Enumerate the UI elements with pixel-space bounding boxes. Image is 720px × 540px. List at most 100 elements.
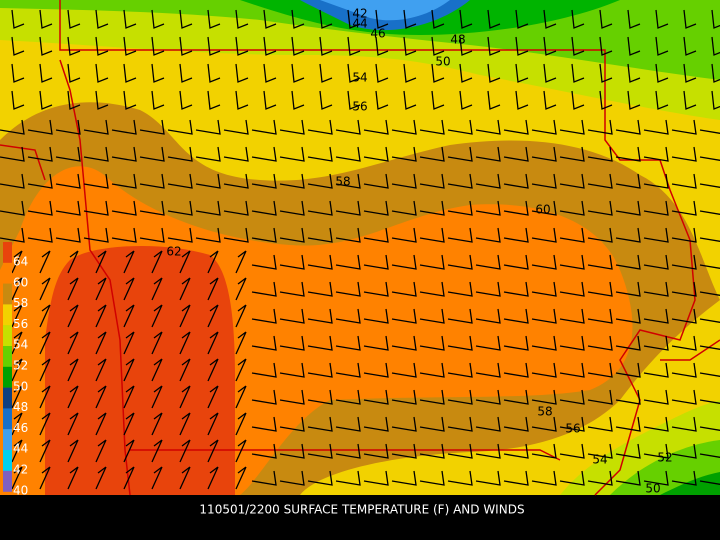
contour-label: 58 bbox=[335, 175, 350, 189]
wind-barb bbox=[151, 304, 163, 328]
wind-barb bbox=[167, 227, 193, 243]
wind-barb bbox=[615, 443, 641, 459]
wind-barb bbox=[335, 254, 361, 270]
wind-barb bbox=[531, 281, 557, 297]
wind-barb bbox=[363, 416, 389, 432]
wind-barb bbox=[223, 200, 249, 216]
contour-label: 52 bbox=[657, 451, 672, 465]
wind-barb bbox=[503, 119, 529, 135]
wind-barb bbox=[139, 119, 165, 135]
wind-barb bbox=[447, 362, 473, 378]
wind-barb bbox=[503, 146, 529, 162]
wind-barb bbox=[515, 90, 529, 110]
wind-barb bbox=[319, 90, 333, 110]
wind-barb bbox=[27, 146, 53, 162]
wind-barb bbox=[699, 237, 720, 242]
wind-barb bbox=[179, 412, 191, 436]
wind-barb bbox=[515, 63, 529, 83]
contour-label: 50 bbox=[645, 482, 660, 496]
wind-barb bbox=[251, 146, 277, 162]
wind-barb bbox=[207, 385, 219, 409]
wind-barb bbox=[643, 173, 669, 189]
wind-barb bbox=[543, 90, 557, 110]
wind-barb bbox=[95, 90, 109, 110]
wind-barb bbox=[475, 308, 501, 324]
wind-barb bbox=[291, 63, 305, 83]
wind-barb bbox=[699, 156, 720, 161]
contour-label: 62 bbox=[166, 245, 181, 259]
wind-barb bbox=[235, 63, 249, 83]
wind-barb bbox=[543, 36, 557, 56]
wind-barb bbox=[599, 9, 613, 29]
wind-barb bbox=[195, 227, 221, 243]
wind-barb bbox=[671, 335, 697, 351]
wind-barb bbox=[627, 9, 641, 29]
wind-barb bbox=[391, 416, 417, 432]
wind-barb bbox=[235, 358, 247, 382]
colorbar-label: 44 bbox=[13, 442, 28, 456]
wind-barb bbox=[559, 281, 585, 297]
wind-barb bbox=[95, 466, 107, 490]
wind-barb bbox=[279, 416, 305, 432]
wind-barb bbox=[643, 119, 669, 135]
colorbar-swatch bbox=[3, 450, 12, 471]
wind-barb bbox=[123, 277, 135, 301]
wind-barb bbox=[627, 36, 641, 56]
wind-barb bbox=[67, 331, 79, 355]
wind-barb bbox=[559, 146, 585, 162]
wind-barb bbox=[419, 389, 445, 405]
colorbar-label: 64 bbox=[13, 255, 28, 269]
wind-barb bbox=[475, 254, 501, 270]
wind-barb bbox=[447, 281, 473, 297]
wind-barb bbox=[531, 173, 557, 189]
contour-label: 56 bbox=[565, 422, 580, 436]
wind-barb bbox=[531, 308, 557, 324]
wind-barb bbox=[235, 90, 249, 110]
wind-barb bbox=[587, 281, 613, 297]
wind-barb bbox=[543, 63, 557, 83]
wind-barb bbox=[683, 9, 697, 29]
wind-barb bbox=[587, 470, 613, 486]
wind-barb bbox=[39, 304, 51, 328]
wind-barb bbox=[151, 63, 165, 83]
colorbar-label: 42 bbox=[13, 463, 28, 477]
wind-barb bbox=[531, 335, 557, 351]
wind-barb bbox=[123, 36, 137, 56]
wind-barb bbox=[235, 466, 247, 490]
wind-barb bbox=[391, 335, 417, 351]
wind-barb bbox=[559, 308, 585, 324]
border-line bbox=[130, 449, 561, 461]
wind-barb bbox=[419, 443, 445, 459]
contour-label: 44 bbox=[352, 17, 367, 31]
wind-barb bbox=[699, 318, 720, 323]
wind-barb bbox=[503, 362, 529, 378]
wind-barb bbox=[587, 416, 613, 432]
wind-barb bbox=[139, 227, 165, 243]
wind-barb bbox=[179, 385, 191, 409]
wind-barb bbox=[335, 416, 361, 432]
wind-barb bbox=[347, 63, 361, 83]
wind-barb bbox=[515, 36, 529, 56]
wind-barb bbox=[83, 119, 109, 135]
wind-barb bbox=[475, 443, 501, 459]
wind-barb bbox=[363, 281, 389, 297]
wind-barb bbox=[699, 129, 720, 134]
wind-barb bbox=[391, 254, 417, 270]
band-56 bbox=[300, 300, 720, 495]
wind-barb bbox=[363, 173, 389, 189]
wind-barb bbox=[263, 90, 277, 110]
wind-barb bbox=[375, 90, 389, 110]
wind-barb bbox=[235, 9, 249, 29]
wind-barb bbox=[39, 412, 51, 436]
wind-barb bbox=[335, 146, 361, 162]
wind-barb bbox=[335, 173, 361, 189]
wind-barb bbox=[335, 470, 361, 486]
wind-barb bbox=[391, 443, 417, 459]
wind-barb bbox=[39, 9, 53, 29]
wind-barb bbox=[627, 63, 641, 83]
wind-barb bbox=[363, 389, 389, 405]
colorbar-swatch bbox=[3, 242, 12, 263]
wind-barb bbox=[207, 439, 219, 463]
wind-barb bbox=[475, 281, 501, 297]
wind-barb bbox=[363, 470, 389, 486]
